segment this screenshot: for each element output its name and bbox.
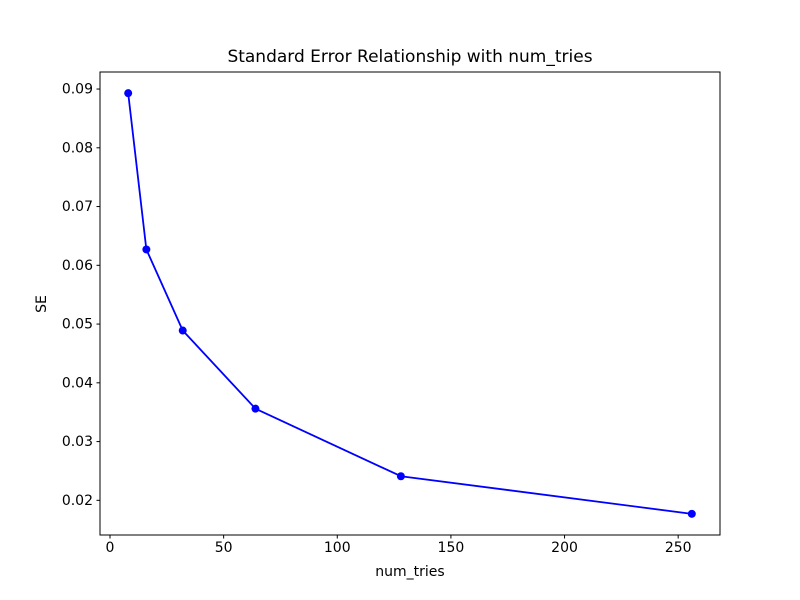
data-point-marker — [178, 326, 187, 335]
x-tick-label: 50 — [215, 540, 233, 556]
chart-title: Standard Error Relationship with num_tri… — [227, 47, 592, 67]
data-point-marker — [142, 245, 151, 254]
y-tick-label: 0.09 — [62, 82, 93, 98]
y-tick-label: 0.03 — [62, 434, 93, 450]
x-tick-label: 150 — [438, 540, 465, 556]
data-point-marker — [124, 89, 133, 98]
y-tick-label: 0.08 — [62, 140, 93, 156]
y-axis-ticks: 0.02 0.03 0.04 0.05 0.06 0.07 0.08 0.09 — [62, 82, 100, 509]
data-series-line — [127, 92, 693, 515]
y-tick-label: 0.02 — [62, 493, 93, 509]
x-tick-label: 0 — [106, 540, 115, 556]
plot-border — [99, 71, 721, 536]
data-point-marker — [396, 472, 405, 481]
data-series — [124, 89, 696, 518]
y-tick-label: 0.05 — [62, 317, 93, 333]
data-point-marker — [251, 404, 260, 413]
x-tick-label: 250 — [665, 540, 692, 556]
y-tick-label: 0.06 — [62, 258, 93, 274]
y-axis-label: SE — [34, 295, 50, 313]
y-tick-label: 0.07 — [62, 199, 93, 215]
x-tick-label: 100 — [324, 540, 351, 556]
x-tick-label: 200 — [551, 540, 578, 556]
plot-area — [100, 72, 720, 535]
y-tick-label: 0.04 — [62, 375, 93, 391]
data-point-marker — [687, 509, 696, 518]
x-axis-ticks: 0 50 100 150 200 250 — [106, 535, 692, 556]
x-axis-label: num_tries — [375, 564, 444, 580]
